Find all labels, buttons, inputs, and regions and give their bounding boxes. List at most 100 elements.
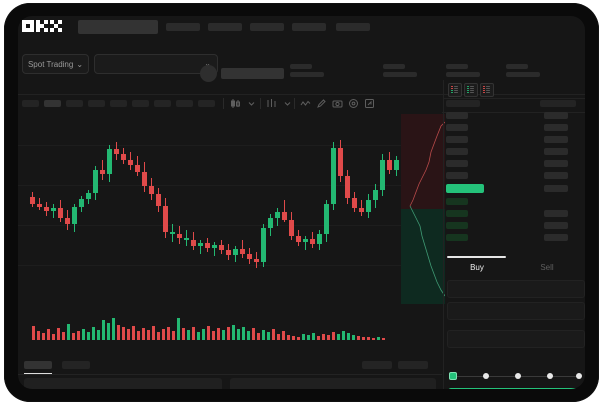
candle-body bbox=[219, 245, 224, 250]
slider-handle[interactable] bbox=[449, 372, 457, 380]
indicators-icon[interactable] bbox=[266, 98, 277, 109]
candle bbox=[387, 112, 392, 308]
orderbook-ask-amount[interactable] bbox=[544, 124, 568, 131]
volume-bar bbox=[137, 331, 140, 340]
candle-body bbox=[100, 170, 105, 174]
orderbook-bid-amount[interactable] bbox=[544, 234, 568, 241]
orderbook-layout-asks-icon[interactable] bbox=[480, 83, 494, 97]
orderbook-ask-row[interactable] bbox=[446, 136, 468, 143]
place-buy-order-button[interactable] bbox=[448, 388, 582, 389]
timeframe-4h[interactable] bbox=[110, 100, 127, 107]
nav-buy-crypto[interactable] bbox=[166, 23, 200, 31]
candle bbox=[177, 112, 182, 308]
orderbook-bid-row[interactable] bbox=[446, 234, 468, 241]
candle bbox=[296, 112, 301, 308]
total-field[interactable] bbox=[447, 330, 585, 348]
candlestick-chart[interactable] bbox=[18, 112, 445, 308]
orderbook-bid-amount[interactable] bbox=[544, 222, 568, 229]
slider-step-100[interactable] bbox=[576, 373, 582, 379]
volume-bar bbox=[342, 331, 345, 340]
orderbook-layout-both-icon[interactable] bbox=[448, 83, 462, 97]
candle bbox=[198, 112, 203, 308]
price-field[interactable] bbox=[447, 280, 585, 298]
timeframe-1d[interactable] bbox=[132, 100, 149, 107]
orderbook-ask-amount[interactable] bbox=[544, 172, 568, 179]
volume-bar bbox=[132, 326, 135, 340]
orderbook-ask-amount[interactable] bbox=[544, 160, 568, 167]
volume-bar bbox=[157, 332, 160, 340]
timeframe-1h[interactable] bbox=[88, 100, 105, 107]
trading-pair-select[interactable]: ⌄ bbox=[94, 54, 218, 74]
tab-sell[interactable]: Sell bbox=[540, 263, 554, 272]
orderbook-layout-bids-icon[interactable] bbox=[464, 83, 478, 97]
orderbook-rows[interactable] bbox=[444, 100, 585, 252]
orderbook-ask-amount[interactable] bbox=[544, 136, 568, 143]
logo-cell bbox=[36, 28, 40, 32]
chevron-down-icon[interactable] bbox=[246, 98, 257, 109]
orderbook-ask-row[interactable] bbox=[446, 172, 468, 179]
volume-bar bbox=[237, 329, 240, 340]
timeframe-more[interactable] bbox=[176, 100, 193, 107]
volume-bar bbox=[187, 330, 190, 340]
orderbook-ask-amount[interactable] bbox=[544, 112, 568, 119]
candle bbox=[79, 112, 84, 308]
orderbook-ask-row[interactable] bbox=[446, 160, 468, 167]
candlestick-type-icon[interactable] bbox=[230, 98, 241, 109]
candle bbox=[212, 112, 217, 308]
volume-bar bbox=[197, 332, 200, 340]
candle-body bbox=[149, 186, 154, 194]
search-input[interactable] bbox=[78, 20, 158, 34]
orderbook-ask-row[interactable] bbox=[446, 124, 468, 131]
orderbook-ask-row[interactable] bbox=[446, 148, 468, 155]
volume-bar bbox=[357, 336, 360, 340]
chevron-down-icon[interactable] bbox=[282, 98, 293, 109]
orderbook-trade-panel: Buy Sell bbox=[443, 80, 585, 389]
volume-bar bbox=[112, 318, 115, 340]
candle bbox=[135, 112, 140, 308]
candle bbox=[156, 112, 161, 308]
orderbook-bid-row[interactable] bbox=[446, 210, 468, 217]
tab-open-orders[interactable] bbox=[24, 361, 52, 369]
tab-cancel-all[interactable] bbox=[398, 361, 428, 369]
timeframe-1m[interactable] bbox=[22, 100, 39, 107]
orderbook-bid-row[interactable] bbox=[446, 198, 468, 205]
fullscreen-icon[interactable] bbox=[364, 98, 375, 109]
timeframe-custom[interactable] bbox=[198, 100, 215, 107]
orderbook-col-header bbox=[540, 100, 576, 107]
tab-buy[interactable]: Buy bbox=[470, 263, 484, 272]
amount-field[interactable] bbox=[447, 302, 585, 320]
orderbook-spread-amount bbox=[544, 185, 568, 192]
nav-more[interactable] bbox=[336, 23, 370, 31]
orderbook-ask-row[interactable] bbox=[446, 112, 468, 119]
spot-trading-dropdown[interactable]: Spot Trading ⌄ bbox=[22, 54, 89, 74]
slider-step-25[interactable] bbox=[483, 373, 489, 379]
stat-last-price bbox=[290, 64, 324, 77]
timeframe-15m[interactable] bbox=[66, 100, 83, 107]
candle bbox=[58, 112, 63, 308]
camera-icon[interactable] bbox=[332, 98, 343, 109]
amount-percent-slider[interactable] bbox=[448, 372, 582, 382]
timeframe-5m[interactable] bbox=[44, 100, 61, 107]
volume-bar bbox=[177, 318, 180, 340]
toolbar-divider bbox=[260, 98, 261, 109]
volume-bar bbox=[222, 330, 225, 340]
okx-logo[interactable] bbox=[22, 20, 66, 35]
orderbook-ask-amount[interactable] bbox=[544, 148, 568, 155]
settings-gear-icon[interactable] bbox=[348, 98, 359, 109]
tab-order-history[interactable] bbox=[62, 361, 90, 369]
orderbook-bid-amount[interactable] bbox=[544, 210, 568, 217]
logo-cell bbox=[40, 24, 44, 28]
pencil-icon[interactable] bbox=[316, 98, 327, 109]
orderbook-bid-row[interactable] bbox=[446, 222, 468, 229]
volume-chart bbox=[18, 308, 442, 348]
candle bbox=[37, 112, 42, 308]
timeframe-1w[interactable] bbox=[154, 100, 171, 107]
line-chart-icon[interactable] bbox=[300, 98, 311, 109]
nav-markets[interactable] bbox=[208, 23, 242, 31]
slider-step-75[interactable] bbox=[547, 373, 553, 379]
nav-trade[interactable] bbox=[250, 23, 284, 31]
tab-hide-other-pairs[interactable] bbox=[362, 361, 392, 369]
volume-bar bbox=[332, 332, 335, 340]
nav-derivatives[interactable] bbox=[292, 23, 326, 31]
slider-step-50[interactable] bbox=[515, 373, 521, 379]
